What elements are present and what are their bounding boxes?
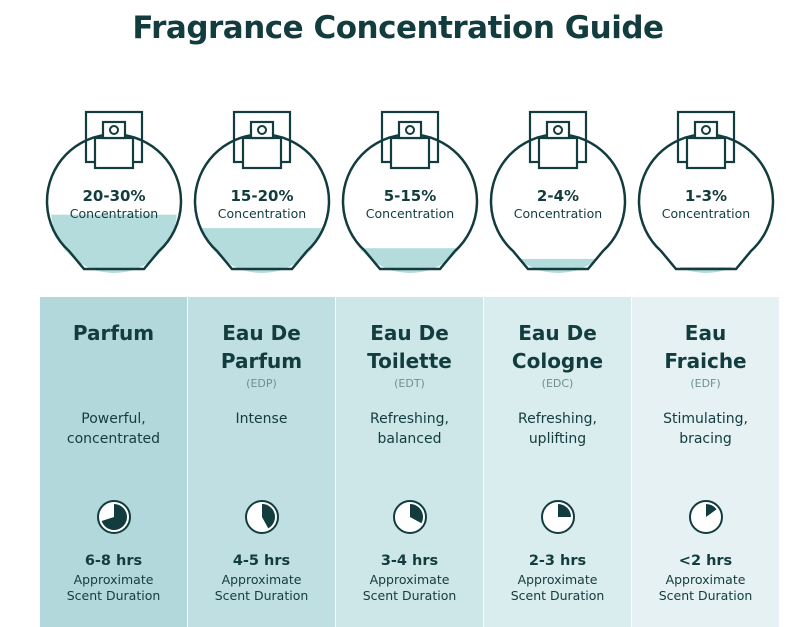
concentration-value: 2-4% (536, 187, 580, 205)
fragrance-name: Eau Fraiche (664, 321, 747, 373)
bottle-1: 15-20% Concentration (188, 108, 336, 288)
bottle-4: 1-3% Concentration (632, 108, 780, 288)
liquid-fill (495, 258, 621, 273)
perfume-bottle-icon (637, 110, 775, 273)
clock-wedge (706, 504, 717, 517)
scent-duration: 6-8 hrs (84, 553, 143, 569)
concentration-label: Concentration (69, 206, 159, 221)
fragrance-name: Eau De Cologne (511, 321, 604, 373)
concentration-value: 20-30% (82, 187, 146, 205)
fragrance-column: Eau De Toilette (EDT) Refreshing, balanced… (336, 297, 483, 627)
fragrance-name: Parfum (72, 321, 155, 345)
liquid-fill (199, 228, 325, 273)
clock-icon (245, 500, 279, 534)
concentration-value: 1-3% (684, 187, 728, 205)
bottle-3: 2-4% Concentration (484, 108, 632, 288)
clock-icon (541, 500, 575, 534)
scent-duration-label: Approximate Scent Duration (510, 572, 605, 603)
fragrance-description: Powerful, concentrated (66, 411, 161, 447)
perfume-bottle-icon (193, 110, 331, 273)
clock-icon (393, 500, 427, 534)
concentration-label: Concentration (365, 206, 455, 221)
perfume-bottle-icon (45, 110, 183, 273)
fragrance-abbreviation: (EDC) (541, 377, 574, 390)
scent-duration-label: Approximate Scent Duration (658, 572, 753, 603)
fragrance-column: Eau De Cologne (EDC) Refreshing, uplifting… (484, 297, 631, 627)
clock-icon (97, 500, 131, 534)
bottle-0: 20-30% Concentration (40, 108, 188, 288)
perfume-bottle-icon (341, 110, 479, 273)
scent-duration-label: Approximate Scent Duration (66, 572, 161, 603)
fragrance-abbreviation: (EDP) (246, 377, 277, 390)
fragrance-name: Eau De Parfum (220, 321, 303, 373)
fragrance-description: Refreshing, balanced (370, 411, 449, 447)
fragrance-table: Parfum Powerful, concentrated 6-8 hrs App… (40, 297, 780, 627)
concentration-value: 15-20% (230, 187, 294, 205)
bottle-2: 5-15% Concentration (336, 108, 484, 288)
clock-wedge (262, 504, 275, 529)
scent-duration: 3-4 hrs (380, 553, 439, 569)
scent-duration: <2 hrs (678, 553, 733, 569)
concentration-label: Concentration (513, 206, 603, 221)
fragrance-column: Eau De Parfum (EDP) Intense 4-5 hrs Appro… (188, 297, 335, 627)
fragrance-description: Refreshing, uplifting (518, 411, 597, 447)
fragrance-column: Eau Fraiche (EDF) Stimulating, bracing <2 … (632, 297, 779, 627)
concentration-value: 5-15% (383, 187, 437, 205)
scent-duration-label: Approximate Scent Duration (214, 572, 309, 603)
clock-icon (689, 500, 723, 534)
liquid-fill (51, 214, 177, 273)
scent-duration-label: Approximate Scent Duration (362, 572, 457, 603)
perfume-bottle-icon (489, 110, 627, 273)
scent-duration: 4-5 hrs (232, 553, 291, 569)
clock-wedge (101, 504, 127, 530)
concentration-label: Concentration (217, 206, 307, 221)
bottle-row: 20-30% Concentration 15-20% Concentratio… (40, 108, 780, 288)
fragrance-column: Parfum Powerful, concentrated 6-8 hrs App… (40, 297, 187, 627)
concentration-label: Concentration (661, 206, 751, 221)
fragrance-description: Intense (235, 411, 288, 427)
clock-wedge (558, 504, 571, 517)
page-title: Fragrance Concentration Guide (132, 10, 664, 46)
fragrance-abbreviation: (EDF) (690, 377, 721, 390)
fragrance-abbreviation: (EDT) (394, 377, 425, 390)
fragrance-description: Stimulating, bracing (663, 411, 748, 447)
clock-wedge (410, 504, 423, 524)
scent-duration: 2-3 hrs (528, 553, 587, 569)
fragrance-name: Eau De Toilette (367, 321, 452, 373)
